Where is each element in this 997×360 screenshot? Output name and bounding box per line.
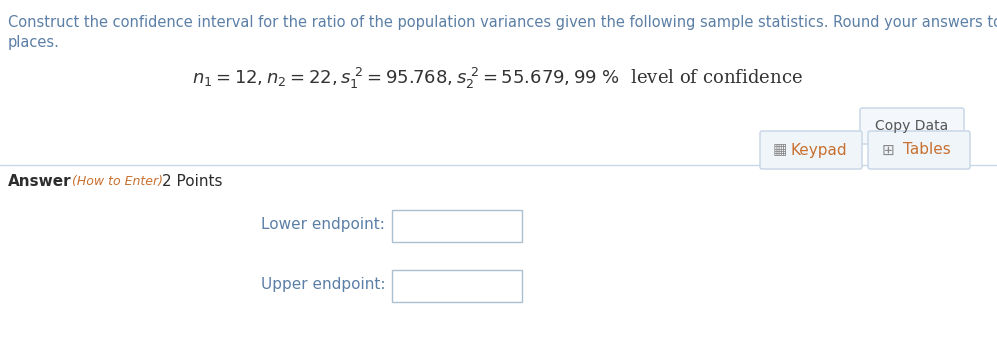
Text: Lower endpoint:: Lower endpoint: xyxy=(261,217,385,233)
Text: Copy Data: Copy Data xyxy=(875,119,948,133)
FancyBboxPatch shape xyxy=(868,131,970,169)
Text: Keypad: Keypad xyxy=(791,143,847,158)
Text: Tables: Tables xyxy=(903,143,951,158)
Text: places.: places. xyxy=(8,35,60,50)
FancyBboxPatch shape xyxy=(760,131,862,169)
FancyBboxPatch shape xyxy=(392,210,522,242)
Text: Upper endpoint:: Upper endpoint: xyxy=(260,278,385,292)
Text: Answer: Answer xyxy=(8,175,72,189)
Text: ▦: ▦ xyxy=(773,143,788,158)
Text: Construct the confidence interval for the ratio of the population variances give: Construct the confidence interval for th… xyxy=(8,15,997,30)
Text: $n_1 = 12, n_2 = 22, s_1^{\ 2} = 95.768, s_2^{\ 2} = 55.679, 99\ \%$  level of c: $n_1 = 12, n_2 = 22, s_1^{\ 2} = 95.768,… xyxy=(191,66,803,91)
FancyBboxPatch shape xyxy=(392,270,522,302)
Text: ⊞: ⊞ xyxy=(881,143,894,158)
FancyBboxPatch shape xyxy=(860,108,964,144)
Text: 2 Points: 2 Points xyxy=(162,175,222,189)
Text: (How to Enter): (How to Enter) xyxy=(72,175,163,189)
